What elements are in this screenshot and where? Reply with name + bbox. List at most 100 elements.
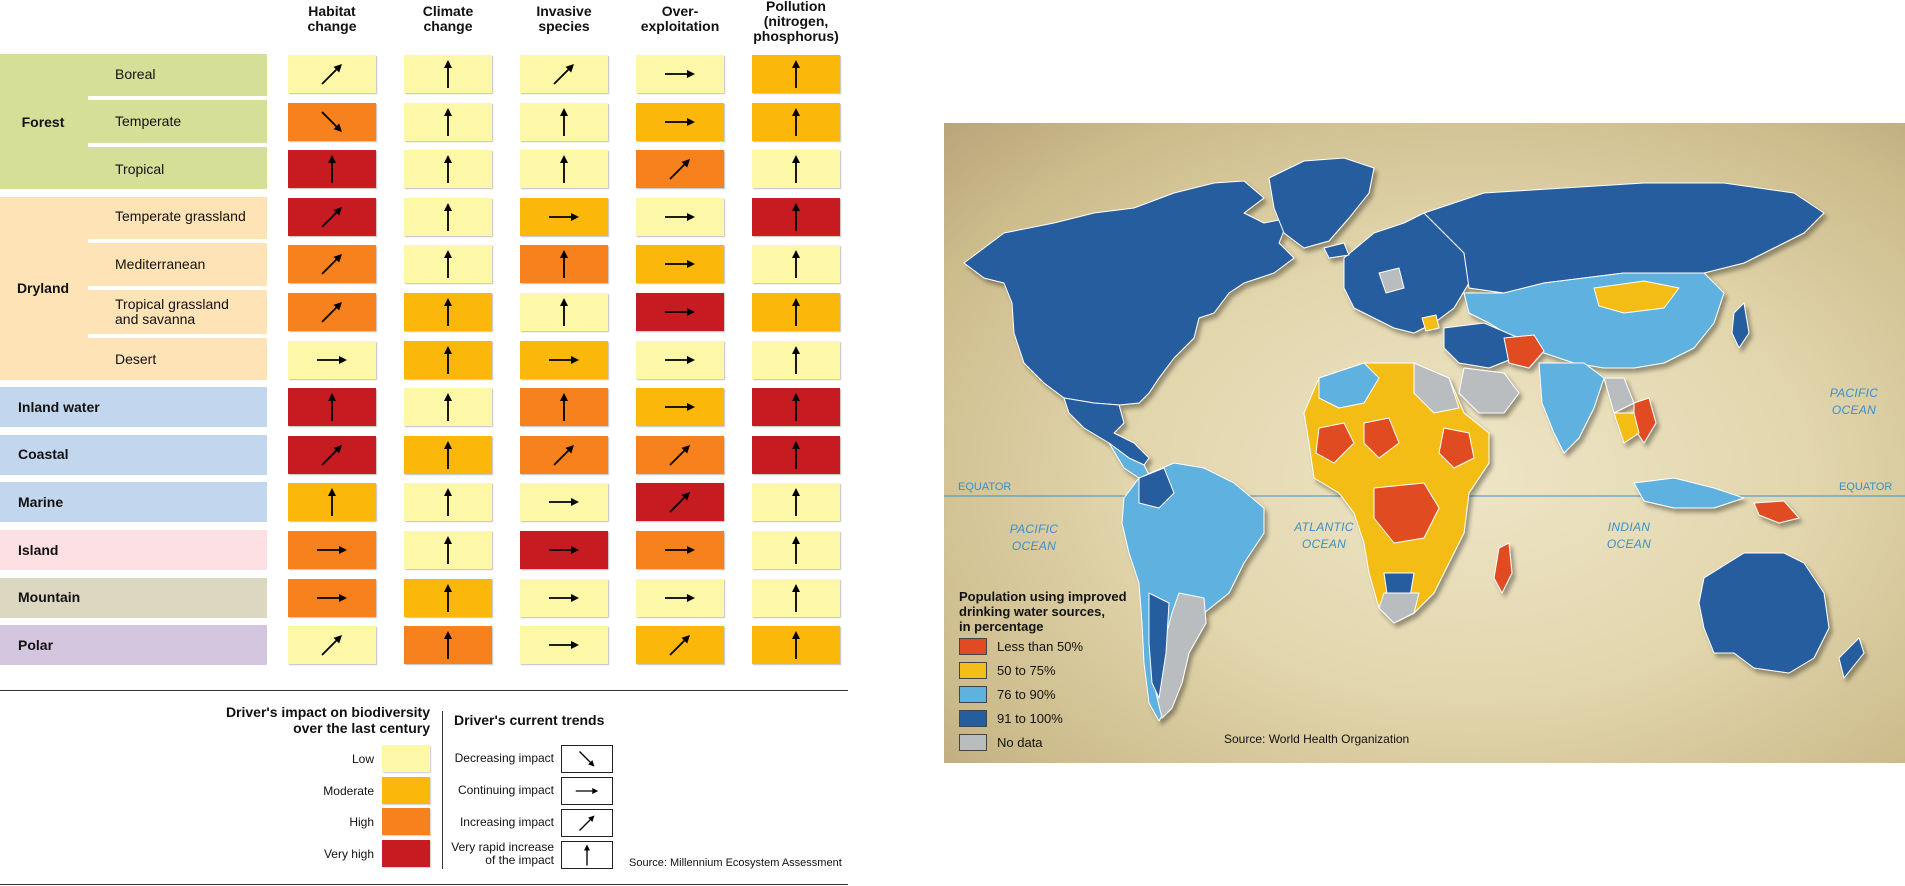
rapid-arrow-icon	[444, 250, 452, 279]
impact-cell	[636, 245, 724, 284]
trend-arrow-box	[561, 841, 613, 869]
impact-cell	[636, 102, 724, 141]
continuing-arrow-icon	[317, 355, 347, 364]
equator-label-east: EQUATOR	[1839, 481, 1893, 493]
impact-cell	[288, 435, 376, 474]
continuing-arrow-icon	[665, 260, 695, 269]
impact-cell	[404, 55, 492, 93]
row-band	[0, 625, 267, 666]
legend-bottom-rule	[0, 884, 848, 885]
ocean-label-line: OCEAN	[1606, 537, 1652, 551]
rapid-arrow-icon	[444, 202, 452, 231]
row-band	[0, 482, 267, 523]
row-label: Boreal	[115, 54, 267, 94]
rapid-arrow-icon	[328, 155, 336, 184]
increasing-arrow-icon	[321, 206, 342, 228]
impact-cell	[404, 388, 492, 427]
trend-label: Increasing impact	[430, 816, 554, 829]
impact-cell	[404, 245, 492, 284]
rapid-arrow-icon	[792, 393, 800, 422]
column-header-line: Over-	[661, 3, 699, 19]
rapid-arrow-icon	[792, 250, 800, 279]
impact-cell	[288, 388, 376, 427]
greenland-shape	[1268, 157, 1375, 249]
row-label-text: Polar	[18, 636, 54, 653]
continuing-arrow-icon	[665, 308, 695, 316]
impact-cell	[520, 55, 608, 93]
impact-cell	[520, 483, 608, 522]
impact-level-label: High	[349, 815, 374, 829]
trend-label-line: Decreasing impact	[454, 751, 554, 765]
rapid-arrow-icon	[792, 631, 800, 660]
impact-cell	[636, 531, 724, 569]
afghanistan-shape	[1503, 334, 1545, 369]
group-band-forest	[0, 54, 267, 190]
impact-cell	[752, 293, 840, 331]
row-label-text: Temperate grassland	[115, 208, 246, 225]
impact-cell	[288, 197, 376, 236]
increasing-arrow-icon	[553, 444, 574, 466]
trend-label: Continuing impact	[430, 784, 554, 797]
continuing-arrow-icon	[549, 212, 579, 221]
impact-cell	[288, 150, 376, 189]
impact-cell	[520, 102, 608, 141]
impact-cell	[520, 197, 608, 236]
impact-cell	[404, 102, 492, 141]
impact-cell	[404, 483, 492, 522]
impact-cell	[288, 340, 376, 379]
world-water-map: PACIFIC OCEAN PACIFIC OCEAN ATLANTIC OCEAN IND…	[944, 123, 1905, 763]
increasing-arrow-icon	[321, 64, 342, 85]
increasing-arrow-icon	[321, 302, 342, 323]
rapid-arrow-icon	[560, 155, 568, 184]
impact-cell	[636, 626, 724, 665]
impact-cell	[404, 150, 492, 189]
rapid-arrow-icon	[328, 393, 336, 422]
trend-label-line: Increasing impact	[459, 815, 554, 829]
continuing-arrow-icon	[549, 593, 579, 602]
pacific-ocean-east-label: PACIFIC OCEAN	[1804, 385, 1904, 419]
impact-cell	[752, 435, 840, 474]
impact-cell	[520, 435, 608, 474]
rapid-arrow-icon	[792, 488, 800, 517]
impact-cell	[752, 531, 840, 569]
indonesia-shape	[1633, 477, 1745, 509]
impact-legend-title-line: Driver's impact on biodiversity	[225, 704, 430, 720]
continuing-arrow-icon	[665, 117, 695, 126]
sub-row-divider	[88, 238, 267, 243]
increasing-arrow-icon	[669, 159, 690, 180]
rapid-arrow-icon	[444, 488, 452, 517]
impact-cell	[404, 197, 492, 236]
rapid-arrow-icon	[444, 298, 452, 326]
ocean-label-line: OCEAN	[1011, 539, 1057, 553]
madagascar-shape	[1493, 542, 1513, 594]
column-header-line: species	[538, 18, 590, 34]
impact-level-swatch	[382, 776, 430, 804]
row-band	[0, 434, 267, 475]
impact-cell	[288, 483, 376, 522]
row-label: Mediterranean	[115, 244, 267, 284]
impact-cell	[288, 626, 376, 665]
trend-label-line: Very rapid increase	[451, 840, 554, 854]
ocean-label-line: INDIAN	[1607, 520, 1651, 534]
rapid-arrow-icon	[792, 345, 800, 374]
increasing-arrow-icon	[321, 444, 342, 466]
row-label-line: and savanna	[115, 311, 196, 327]
column-header: Over-exploitation	[630, 4, 730, 34]
row-label-text: Island	[18, 541, 59, 558]
rapid-arrow-icon	[444, 60, 452, 88]
group-label: Dryland	[16, 280, 70, 297]
map-legend-item: No data	[959, 733, 1043, 751]
impact-cell	[636, 340, 724, 379]
trend-arrow-box	[561, 777, 613, 805]
impact-cell	[636, 435, 724, 474]
map-legend-title-line: drinking water sources,	[959, 604, 1105, 619]
rapid-arrow-icon	[792, 440, 800, 469]
pacific-ocean-west-label: PACIFIC OCEAN	[984, 521, 1084, 555]
impact-cell	[520, 150, 608, 189]
row-label: Desert	[115, 340, 267, 380]
map-legend-swatch	[959, 733, 987, 751]
biodiversity-drivers-matrix: Habitat change Climate change Invasive specie…	[0, 0, 850, 886]
group-label: Forest	[21, 113, 65, 130]
rapid-arrow-icon	[792, 298, 800, 326]
impact-cell	[752, 388, 840, 427]
